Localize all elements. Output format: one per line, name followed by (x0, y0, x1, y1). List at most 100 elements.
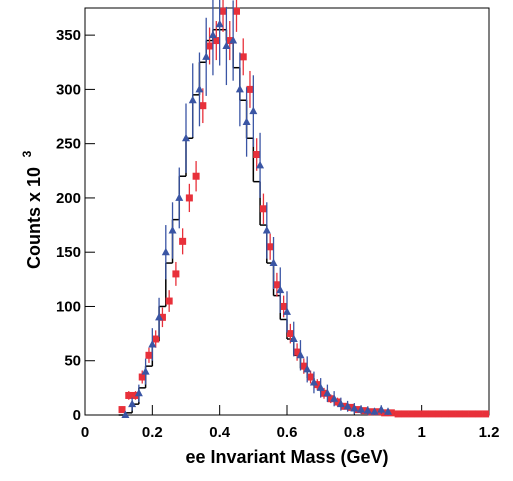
point (296, 350, 305, 359)
point (370, 407, 379, 415)
point (280, 302, 288, 310)
x-tick-label: 0.4 (209, 424, 231, 441)
point (141, 367, 150, 375)
point (121, 410, 130, 418)
point (188, 95, 197, 104)
point (323, 388, 332, 397)
y-axis-label-exponent: 3 (20, 150, 34, 157)
point (414, 410, 422, 418)
point (273, 281, 281, 289)
point (441, 410, 449, 418)
point (482, 410, 490, 418)
point (330, 394, 339, 402)
point (350, 403, 359, 412)
point (148, 339, 157, 348)
y-tick-label: 350 (56, 27, 81, 44)
point (175, 193, 184, 201)
point (185, 194, 193, 202)
point (212, 37, 220, 45)
point (461, 410, 469, 418)
point (235, 84, 244, 93)
point (394, 410, 402, 418)
y-tick-label: 150 (56, 244, 81, 261)
point (381, 409, 389, 417)
point (206, 42, 214, 50)
point (283, 307, 291, 315)
x-axis-label: ee Invariant Mass (GeV) (185, 447, 388, 467)
point (316, 383, 325, 391)
point (475, 410, 483, 418)
point (468, 410, 476, 418)
point (276, 285, 285, 294)
point (179, 237, 187, 245)
point (269, 258, 278, 267)
point (428, 410, 436, 418)
point (134, 388, 143, 397)
point (435, 410, 442, 418)
y-tick-label: 300 (56, 81, 81, 98)
point (182, 133, 190, 142)
point (161, 247, 170, 256)
x-tick-label: 1.2 (479, 424, 500, 441)
y-axis-label: Counts x 10 (24, 167, 44, 269)
x-tick-label: 1 (417, 424, 425, 441)
point (128, 399, 137, 408)
point (246, 85, 254, 93)
x-tick-label: 0.8 (344, 424, 365, 441)
point (387, 409, 395, 417)
point (289, 334, 298, 343)
x-tick-label: 0.6 (277, 424, 298, 441)
point (172, 270, 180, 278)
point (138, 373, 146, 381)
point (242, 117, 251, 125)
point (360, 407, 368, 415)
point (155, 312, 164, 321)
point (253, 151, 261, 159)
y-tick-label: 50 (64, 353, 81, 370)
point (286, 330, 294, 338)
point (307, 373, 315, 381)
y-axis-label-group: Counts x 10 3 (20, 150, 44, 269)
point (401, 410, 409, 418)
point (303, 364, 312, 373)
point (215, 19, 224, 28)
point (229, 36, 238, 44)
point (239, 53, 247, 61)
point (208, 30, 217, 39)
point (259, 205, 267, 213)
point (145, 351, 153, 359)
point (158, 313, 166, 321)
point (219, 7, 227, 15)
y-tick-label: 250 (56, 136, 81, 153)
point (165, 297, 173, 305)
point (377, 405, 386, 413)
point (327, 395, 335, 403)
point (293, 348, 301, 356)
y-tick-label: 200 (56, 190, 81, 207)
point (118, 406, 126, 414)
point (334, 398, 341, 406)
point (249, 106, 258, 115)
point (233, 7, 240, 15)
point (152, 335, 160, 343)
point (354, 406, 362, 414)
point (202, 52, 211, 60)
point (300, 362, 308, 370)
point (125, 391, 133, 399)
point (363, 406, 372, 414)
point (367, 408, 375, 416)
point (199, 102, 207, 110)
y-tick-label: 100 (56, 298, 81, 315)
x-tick-label: 0 (81, 424, 89, 441)
point (256, 160, 265, 169)
point (336, 399, 345, 408)
point (192, 172, 200, 180)
point (222, 41, 231, 49)
point (195, 84, 204, 93)
point (421, 410, 429, 418)
point (384, 407, 392, 415)
point (320, 389, 328, 397)
point (343, 401, 352, 410)
